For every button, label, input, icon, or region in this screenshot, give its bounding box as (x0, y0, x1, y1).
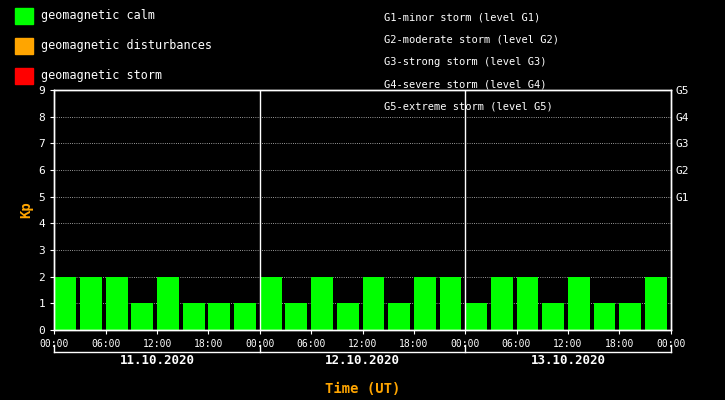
Text: G5-extreme storm (level G5): G5-extreme storm (level G5) (384, 102, 553, 112)
Text: Time (UT): Time (UT) (325, 382, 400, 396)
Bar (54, 277, 76, 330)
Bar (414, 277, 436, 330)
Text: G1-minor storm (level G1): G1-minor storm (level G1) (384, 12, 541, 22)
Bar (337, 303, 359, 330)
Text: G4-severe storm (level G4): G4-severe storm (level G4) (384, 79, 547, 89)
Bar (388, 303, 410, 330)
Bar (516, 277, 539, 330)
Y-axis label: Kp: Kp (19, 202, 33, 218)
Bar (260, 277, 281, 330)
Text: geomagnetic calm: geomagnetic calm (41, 10, 155, 22)
Bar (209, 303, 231, 330)
Bar (594, 303, 616, 330)
Bar (80, 277, 102, 330)
Bar (465, 303, 487, 330)
Text: 11.10.2020: 11.10.2020 (120, 354, 194, 367)
Bar (131, 303, 153, 330)
Bar (234, 303, 256, 330)
Text: geomagnetic disturbances: geomagnetic disturbances (41, 40, 212, 52)
Text: G2-moderate storm (level G2): G2-moderate storm (level G2) (384, 34, 559, 44)
Bar (106, 277, 128, 330)
Bar (362, 277, 384, 330)
Bar (157, 277, 179, 330)
Text: 12.10.2020: 12.10.2020 (325, 354, 400, 367)
Text: G3-strong storm (level G3): G3-strong storm (level G3) (384, 57, 547, 67)
Bar (439, 277, 461, 330)
Bar (286, 303, 307, 330)
Bar (311, 277, 333, 330)
Bar (619, 303, 641, 330)
Bar (542, 303, 564, 330)
Text: geomagnetic storm: geomagnetic storm (41, 70, 162, 82)
Text: 13.10.2020: 13.10.2020 (531, 354, 605, 367)
Bar (568, 277, 589, 330)
Bar (183, 303, 204, 330)
Bar (645, 277, 667, 330)
Bar (491, 277, 513, 330)
